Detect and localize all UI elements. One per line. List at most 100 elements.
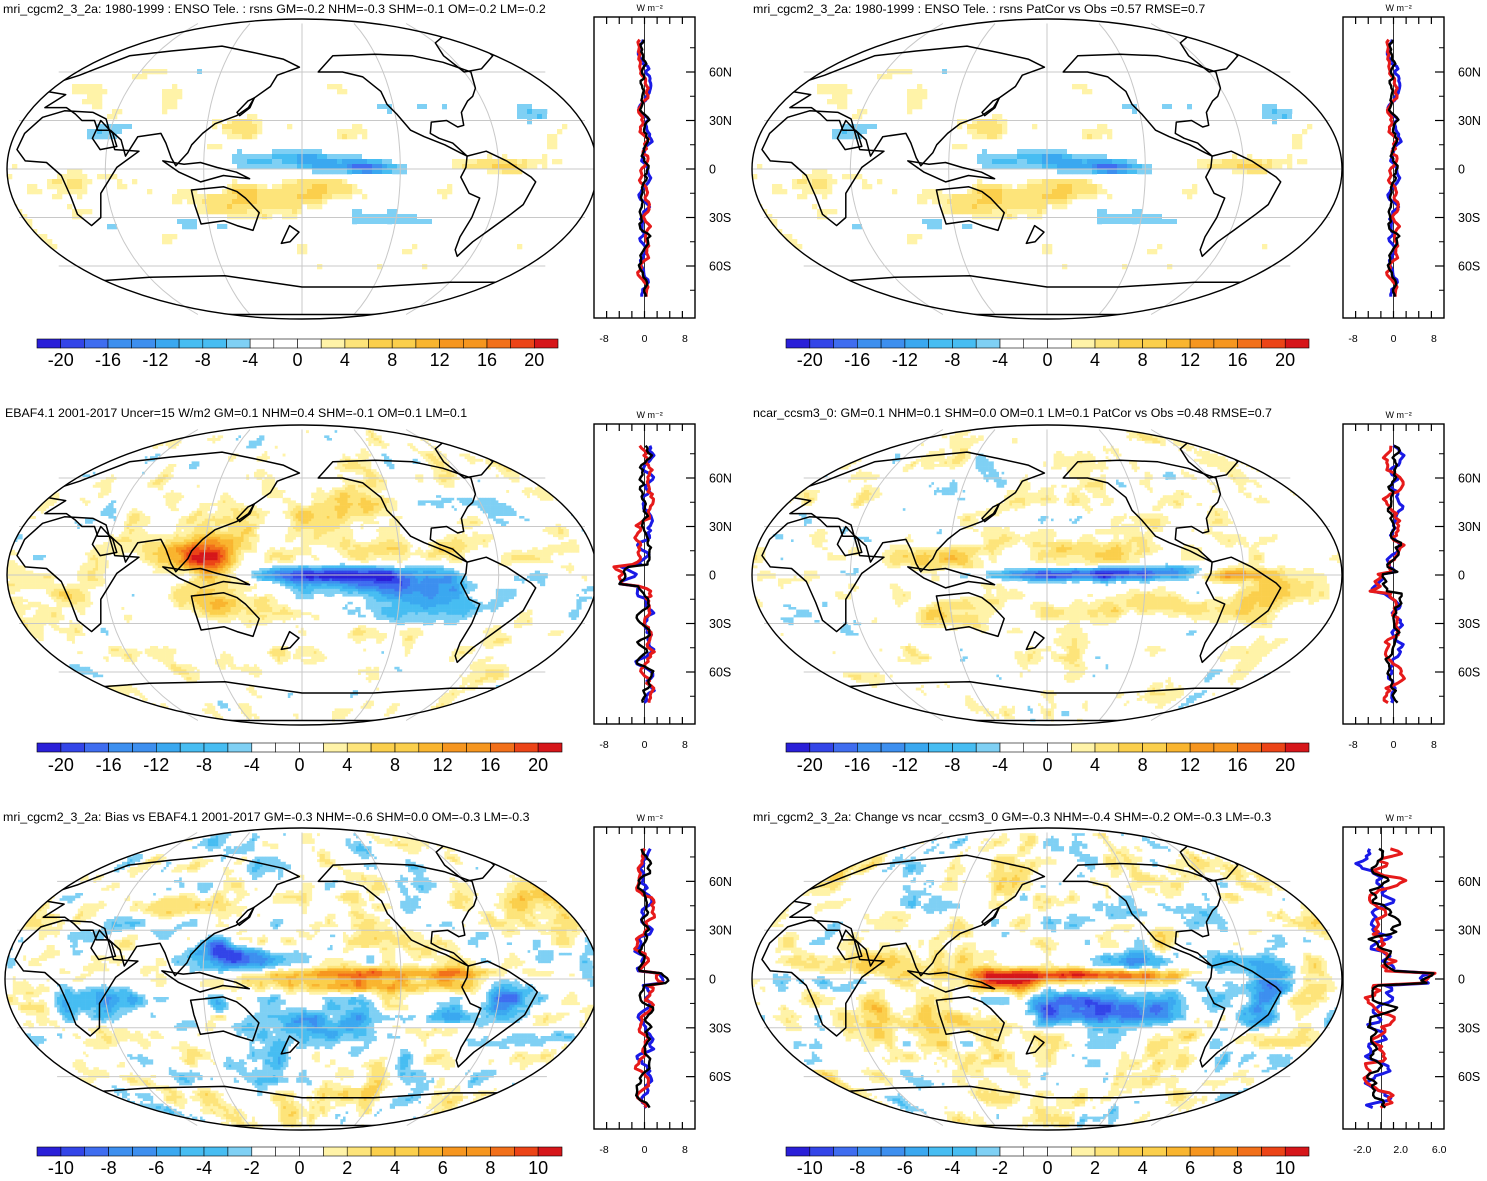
map-cell xyxy=(832,89,838,95)
map-cell xyxy=(540,482,543,486)
map-cell xyxy=(292,214,298,220)
map-cell xyxy=(329,440,333,444)
map-cell xyxy=(111,495,114,499)
map-cell xyxy=(243,430,247,434)
map-cell xyxy=(233,440,237,444)
map-cell xyxy=(108,516,112,519)
map-cell xyxy=(519,469,523,473)
map-cell xyxy=(485,510,489,514)
map-cell xyxy=(246,445,250,449)
map-cell xyxy=(227,204,233,210)
map-cell xyxy=(1112,219,1118,225)
map-cell xyxy=(508,464,512,467)
map-cell xyxy=(992,164,998,170)
map-cell xyxy=(292,194,298,200)
map-cell xyxy=(92,453,96,457)
map-cell xyxy=(404,453,408,457)
map-cell xyxy=(243,518,247,522)
map-cell xyxy=(527,159,533,165)
map-cell xyxy=(53,487,57,491)
map-cell xyxy=(302,179,308,185)
map-cell xyxy=(307,194,313,200)
map-cell xyxy=(144,516,148,519)
map-cell xyxy=(247,129,253,135)
map-cell xyxy=(420,479,424,483)
map-cell xyxy=(329,518,333,522)
map-cell xyxy=(324,432,328,436)
map-cell xyxy=(129,435,133,439)
map-cell xyxy=(480,438,484,441)
map-cell xyxy=(371,471,374,475)
map-cell xyxy=(360,508,364,512)
map-cell xyxy=(82,189,88,195)
map-cell xyxy=(987,129,993,135)
map-cell xyxy=(443,497,447,501)
map-cell xyxy=(437,224,443,230)
map-cell xyxy=(1092,214,1098,220)
map-cell xyxy=(217,144,223,150)
map-cell xyxy=(1102,114,1108,120)
map-cell xyxy=(155,451,159,454)
map-cell xyxy=(516,474,520,478)
map-cell xyxy=(363,508,367,512)
map-cell xyxy=(1102,189,1108,195)
map-cell xyxy=(248,445,252,449)
map-cell xyxy=(202,204,208,210)
map-cell xyxy=(316,469,320,473)
map-cell xyxy=(269,484,273,488)
map-cell xyxy=(292,159,298,165)
map-cell xyxy=(274,495,278,499)
map-cell xyxy=(155,453,159,457)
map-cell xyxy=(134,513,138,517)
map-cell xyxy=(822,189,828,195)
map-cell xyxy=(337,164,343,170)
map-cell xyxy=(371,495,374,499)
colorbar-box xyxy=(1237,338,1262,349)
map-cell xyxy=(373,479,377,483)
map-cell xyxy=(485,518,489,522)
map-cell xyxy=(321,503,325,506)
map-cell xyxy=(92,471,96,475)
map-cell xyxy=(254,445,257,449)
map-cell xyxy=(1237,164,1243,170)
map-cell xyxy=(1052,179,1058,185)
map-cell xyxy=(350,508,354,512)
map-cell xyxy=(222,505,226,509)
map-cell xyxy=(358,469,361,473)
map-cell xyxy=(262,204,268,210)
map-cell xyxy=(103,508,107,512)
map-cell xyxy=(155,456,159,460)
map-cell xyxy=(952,209,958,215)
map-cell xyxy=(977,149,983,155)
map-cell xyxy=(228,508,231,512)
map-cell xyxy=(311,469,315,473)
map-cell xyxy=(1167,109,1173,115)
colorbar-label: -4 xyxy=(242,350,258,370)
map-cell xyxy=(433,469,437,473)
map-cell xyxy=(1047,194,1053,200)
map-cell xyxy=(1082,164,1088,170)
map-cell xyxy=(32,244,38,250)
map-cell xyxy=(407,461,411,465)
map-cell xyxy=(182,194,188,200)
map-cell xyxy=(233,516,237,519)
map-cell xyxy=(1247,164,1253,170)
map-cell xyxy=(202,508,205,512)
map-cell xyxy=(199,516,203,519)
map-cell xyxy=(139,461,143,465)
map-cell xyxy=(144,490,148,493)
map-cell xyxy=(441,464,445,467)
map-cell xyxy=(100,513,104,517)
map-cell xyxy=(485,495,489,499)
map-cell xyxy=(441,474,445,478)
map-cell xyxy=(324,503,328,506)
map-cell xyxy=(246,518,250,522)
map-cell xyxy=(443,466,447,470)
map-cell xyxy=(493,500,497,504)
map-cell xyxy=(417,495,421,499)
map-cell xyxy=(347,164,353,170)
map-cell xyxy=(277,209,283,215)
map-cell xyxy=(367,154,373,160)
map-cell xyxy=(172,219,178,225)
map-cell xyxy=(232,159,238,165)
